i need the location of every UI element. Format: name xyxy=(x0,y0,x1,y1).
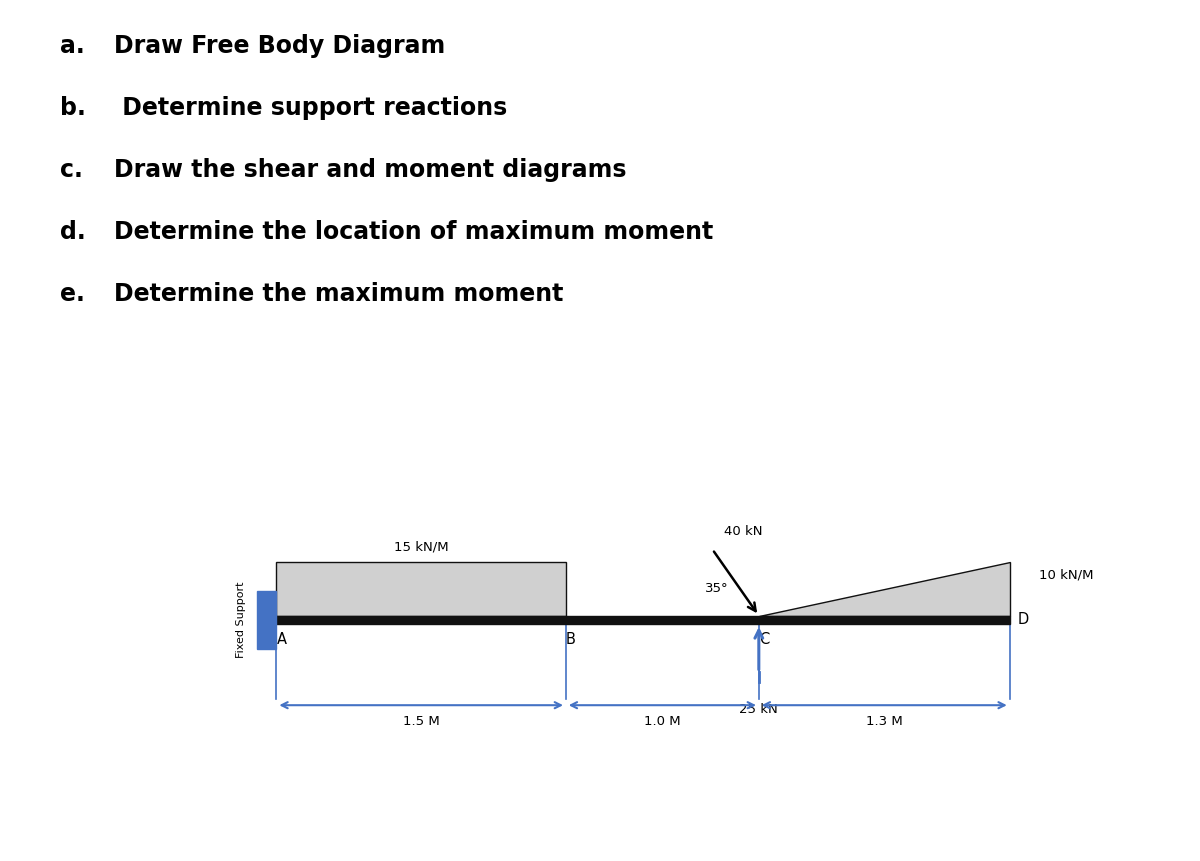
Text: e.: e. xyxy=(60,282,85,307)
Text: 1.3 M: 1.3 M xyxy=(866,715,902,728)
Text: 1.5 M: 1.5 M xyxy=(403,715,439,728)
Text: D: D xyxy=(1018,612,1028,628)
Text: 15 kN/M: 15 kN/M xyxy=(394,541,449,554)
Text: c.: c. xyxy=(60,158,83,183)
Text: B: B xyxy=(566,632,576,647)
Bar xyxy=(257,591,276,649)
Text: Draw the shear and moment diagrams: Draw the shear and moment diagrams xyxy=(114,158,626,183)
Text: 40 kN: 40 kN xyxy=(724,524,762,538)
Text: 1.0 M: 1.0 M xyxy=(644,715,680,728)
Text: 25 kN: 25 kN xyxy=(739,703,778,716)
Text: Draw Free Body Diagram: Draw Free Body Diagram xyxy=(114,34,445,59)
Text: b.: b. xyxy=(60,96,86,121)
Text: Determine the maximum moment: Determine the maximum moment xyxy=(114,282,563,307)
Text: d.: d. xyxy=(60,220,85,245)
Text: Fixed Support: Fixed Support xyxy=(235,582,246,658)
Text: C: C xyxy=(758,632,769,647)
Text: 10 kN/M: 10 kN/M xyxy=(1038,568,1093,582)
Text: a.: a. xyxy=(60,34,85,59)
Text: A: A xyxy=(276,632,287,647)
Bar xyxy=(276,616,1009,624)
Polygon shape xyxy=(758,561,1009,616)
Text: 35°: 35° xyxy=(704,582,728,595)
Text: Determine support reactions: Determine support reactions xyxy=(114,96,508,121)
Bar xyxy=(276,561,566,616)
Text: Determine the location of maximum moment: Determine the location of maximum moment xyxy=(114,220,713,245)
